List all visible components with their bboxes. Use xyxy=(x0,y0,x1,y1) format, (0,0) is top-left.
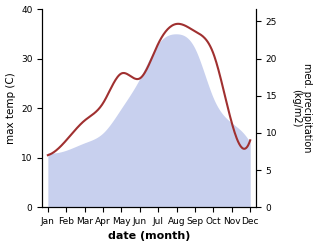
Y-axis label: max temp (C): max temp (C) xyxy=(5,72,16,144)
Y-axis label: med. precipitation
(kg/m2): med. precipitation (kg/m2) xyxy=(291,63,313,153)
X-axis label: date (month): date (month) xyxy=(108,231,190,242)
